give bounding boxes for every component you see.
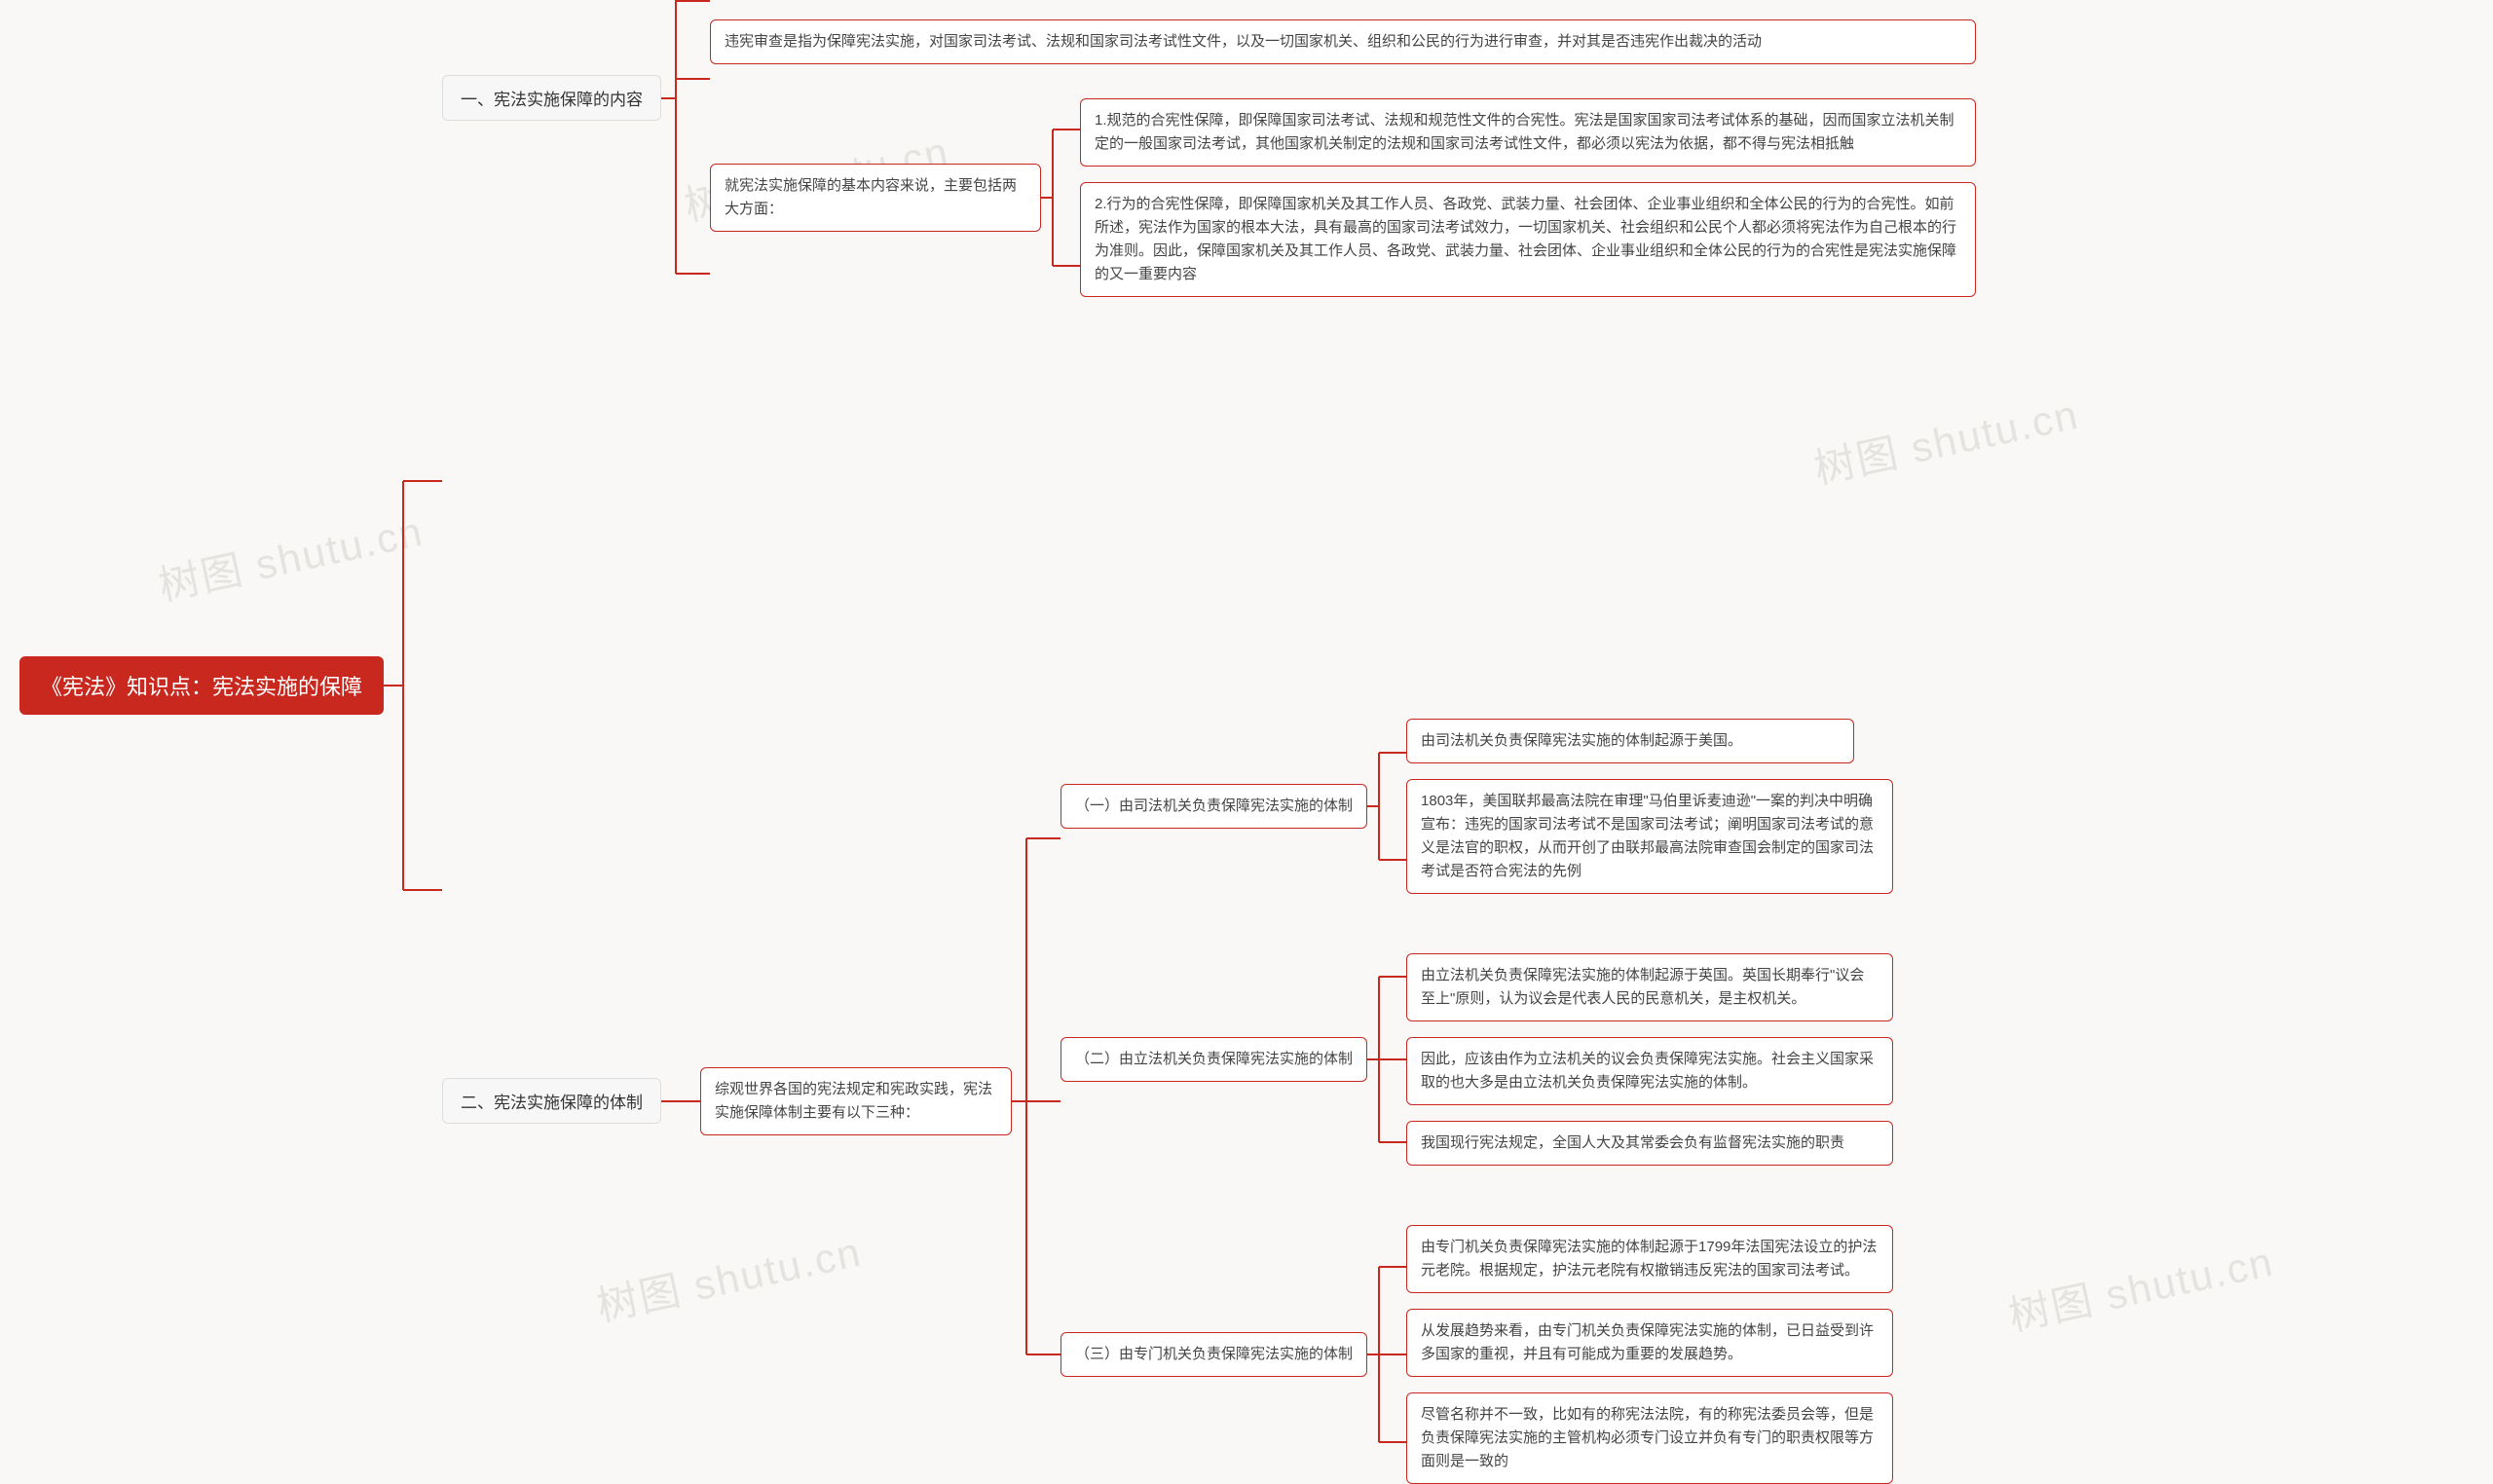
connector [1367,723,1406,889]
connector [661,1100,700,1102]
b2-s1-c2[interactable]: 1803年，美国联邦最高法院在审理"马伯里诉麦迪逊"一案的判决中明确宣布：违宪的… [1406,779,1893,894]
connector [661,0,710,303]
b1-sub-c2[interactable]: 2.行为的合宪性保障，即保障国家机关及其工作人员、各政党、武装力量、社会团体、企… [1080,182,1976,297]
b1-leaf-3[interactable]: 违宪审查是指为保障宪法实施，对国家司法考试、法规和国家司法考试性文件，以及一切国… [710,19,1976,64]
connector [384,325,442,1046]
b1-sub-c1[interactable]: 1.规范的合宪性保障，即保障国家司法考试、法规和规范性文件的合宪性。宪法是国家国… [1080,98,1976,167]
branch-1-row: 一、宪法实施保障的内容 宪法实施保障在一定意义上亦即宪法监督，是立宪国家为了促进… [442,0,1976,310]
branch-2-row: 二、宪法实施保障的体制 综观世界各国的宪法规定和宪政实践，宪法实施保障体制主要有… [442,719,1976,1484]
b1-sub-label[interactable]: 就宪法实施保障的基本内容来说，主要包括两大方面： [710,164,1041,232]
b2-s2-label[interactable]: （二）由立法机关负责保障宪法实施的体制 [1060,1037,1367,1082]
b2-s2-row: （二）由立法机关负责保障宪法实施的体制 由立法机关负责保障宪法实施的体制起源于英… [1060,943,1893,1176]
b2-intro[interactable]: 综观世界各国的宪法规定和宪政实践，宪法实施保障体制主要有以下三种： [700,1067,1012,1135]
b2-s1-c1[interactable]: 由司法机关负责保障宪法实施的体制起源于美国。 [1406,719,1854,763]
root-node[interactable]: 《宪法》知识点：宪法实施的保障 [19,656,384,715]
b2-s3-c3[interactable]: 尽管名称并不一致，比如有的称宪法法院，有的称宪法委员会等，但是负责保障宪法实施的… [1406,1392,1893,1484]
connector [1367,943,1406,1176]
b2-s1-row: （一）由司法机关负责保障宪法实施的体制 由司法机关负责保障宪法实施的体制起源于美… [1060,719,1893,894]
b2-s3-c2[interactable]: 从发展趋势来看，由专门机关负责保障宪法实施的体制，已日益受到许多国家的重视，并且… [1406,1309,1893,1377]
connector [1367,1228,1406,1481]
b2-s1-label[interactable]: （一）由司法机关负责保障宪法实施的体制 [1060,784,1367,829]
b2-s2-c3[interactable]: 我国现行宪法规定，全国人大及其常委会负有监督宪法实施的职责 [1406,1121,1893,1166]
mindmap-container: 《宪法》知识点：宪法实施的保障 一、宪法实施保障的内容 宪法实施保障在一定意义上… [19,19,2474,1351]
b2-s3-c1[interactable]: 由专门机关负责保障宪法实施的体制起源于1799年法国宪法设立的护法元老院。根据规… [1406,1225,1893,1293]
branch-2[interactable]: 二、宪法实施保障的体制 [442,1078,661,1124]
connector [1012,751,1060,1452]
b2-s2-c2[interactable]: 因此，应该由作为立法机关的议会负责保障宪法实施。社会主义国家采取的也大多是由立法… [1406,1037,1893,1105]
connector [1041,86,1080,310]
b1-sub-row: 就宪法实施保障的基本内容来说，主要包括两大方面： 1.规范的合宪性保障，即保障国… [710,86,1976,310]
branch-1[interactable]: 一、宪法实施保障的内容 [442,75,661,121]
b2-s2-c1[interactable]: 由立法机关负责保障宪法实施的体制起源于英国。英国长期奉行"议会至上"原则，认为议… [1406,953,1893,1021]
b2-s3-row: （三）由专门机关负责保障宪法实施的体制 由专门机关负责保障宪法实施的体制起源于1… [1060,1225,1893,1484]
